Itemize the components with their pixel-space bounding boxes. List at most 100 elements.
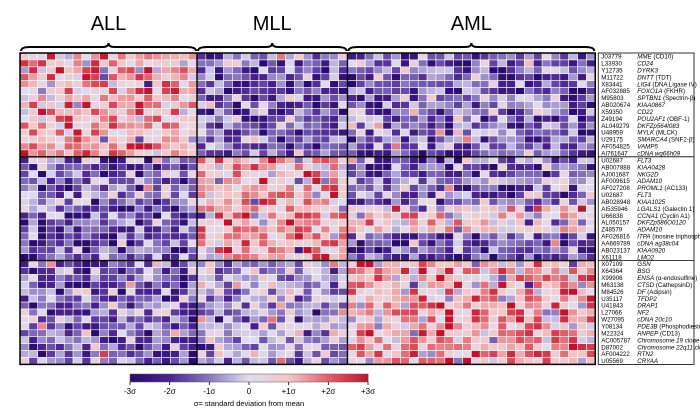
heatmap-cell xyxy=(294,225,304,234)
heatmap-cell xyxy=(81,246,92,254)
heatmap-cell xyxy=(320,170,331,178)
legend-gradient-segment xyxy=(288,374,291,382)
heatmap-cell xyxy=(205,315,216,324)
heatmap-cell xyxy=(417,101,428,109)
heatmap-cell xyxy=(568,128,578,137)
heatmap-cell xyxy=(55,281,65,289)
heatmap-cell xyxy=(488,184,499,192)
heatmap-cell xyxy=(417,177,428,185)
heatmap-cell xyxy=(232,177,242,185)
heatmap-cell xyxy=(471,211,481,220)
heatmap-cell xyxy=(497,101,508,109)
heatmap-cell xyxy=(355,204,366,213)
gene-description: (Spectrin-β) xyxy=(661,95,695,102)
heatmap-cell xyxy=(417,281,428,289)
heatmap-cell xyxy=(152,94,162,102)
heatmap-cell xyxy=(577,225,587,234)
gene-accession: W27095 xyxy=(601,317,625,324)
heatmap-cell xyxy=(435,246,446,254)
heatmap-cell xyxy=(232,66,242,75)
heatmap-cell xyxy=(524,87,534,95)
heatmap-cell xyxy=(311,87,322,95)
heatmap-cell xyxy=(170,184,180,192)
heatmap-cell xyxy=(382,211,393,220)
heatmap-cell xyxy=(311,315,322,324)
heatmap-cell xyxy=(143,59,154,68)
heatmap-cell xyxy=(373,260,384,268)
gene-symbol: LMO2 xyxy=(637,254,654,261)
heatmap-cell xyxy=(223,121,233,130)
heatmap-cell xyxy=(108,108,118,116)
heatmap-cell xyxy=(506,211,516,220)
heatmap-cell xyxy=(568,308,578,317)
heatmap-cell xyxy=(19,135,30,144)
legend-gradient-segment xyxy=(225,374,228,382)
heatmap-cell xyxy=(63,308,74,317)
heatmap-cell xyxy=(311,170,322,178)
heatmap-cell xyxy=(364,267,375,275)
heatmap-cell xyxy=(117,170,127,178)
heatmap-cell xyxy=(391,274,401,282)
heatmap-cell xyxy=(462,170,472,178)
heatmap-cell xyxy=(524,218,534,227)
heatmap-cell xyxy=(223,87,233,95)
heatmap-cell xyxy=(117,121,127,130)
heatmap-cell xyxy=(267,336,277,344)
heatmap-cell xyxy=(249,239,260,248)
heatmap-cell xyxy=(302,260,313,268)
heatmap-cell xyxy=(364,211,375,220)
heatmap-cell xyxy=(214,267,224,275)
heatmap-cell xyxy=(90,128,100,137)
heatmap-cell xyxy=(46,218,56,227)
heatmap-cell xyxy=(559,294,569,303)
heatmap-cell xyxy=(524,246,534,254)
heatmap-cell xyxy=(46,281,56,289)
heatmap-cell xyxy=(462,191,472,199)
heatmap-cell xyxy=(577,101,587,109)
heatmap-cell xyxy=(550,336,561,344)
heatmap-cell xyxy=(258,267,269,275)
heatmap-cell xyxy=(311,322,322,331)
heatmap-cell xyxy=(338,128,348,137)
heatmap-cell xyxy=(249,135,260,144)
heatmap-cell xyxy=(329,287,339,296)
heatmap-cell xyxy=(37,59,47,68)
heatmap-cell xyxy=(417,128,428,137)
heatmap-cell xyxy=(63,73,74,81)
heatmap-cell xyxy=(382,198,393,206)
legend-gradient-segment xyxy=(229,374,232,382)
gene-symbol: KIAA0428 xyxy=(637,164,665,171)
heatmap-cell xyxy=(479,170,490,178)
heatmap-cell xyxy=(479,66,490,75)
heatmap-cell xyxy=(294,350,304,358)
heatmap-cell xyxy=(214,191,224,199)
heatmap-cell xyxy=(435,322,446,331)
heatmap-cell xyxy=(152,121,162,130)
heatmap-cell xyxy=(453,322,463,331)
heatmap-cell xyxy=(72,73,83,81)
heatmap-cell xyxy=(125,267,136,275)
heatmap-cell xyxy=(355,260,366,268)
heatmap-cell xyxy=(391,267,401,275)
heatmap-cell xyxy=(347,80,357,88)
heatmap-cell xyxy=(143,343,154,351)
heatmap-cell xyxy=(532,308,543,317)
heatmap-cell xyxy=(577,232,587,241)
heatmap-cell xyxy=(479,225,490,234)
heatmap-cell xyxy=(46,287,56,296)
heatmap-cell xyxy=(214,218,224,227)
heatmap-cell xyxy=(232,260,242,268)
heatmap-cell xyxy=(479,260,490,268)
heatmap-cell xyxy=(152,225,162,234)
heatmap-cell xyxy=(347,101,357,109)
heatmap-cell xyxy=(532,260,543,268)
heatmap-cell xyxy=(170,274,180,282)
heatmap-cell xyxy=(355,170,366,178)
heatmap-cell xyxy=(435,135,446,144)
heatmap-cell xyxy=(170,281,180,289)
gene-symbol: cDNA wg66h09 xyxy=(637,151,680,158)
heatmap-cell xyxy=(453,211,463,220)
heatmap-cell xyxy=(63,94,74,102)
heatmap-cell xyxy=(568,287,578,296)
heatmap-cell xyxy=(37,177,47,185)
